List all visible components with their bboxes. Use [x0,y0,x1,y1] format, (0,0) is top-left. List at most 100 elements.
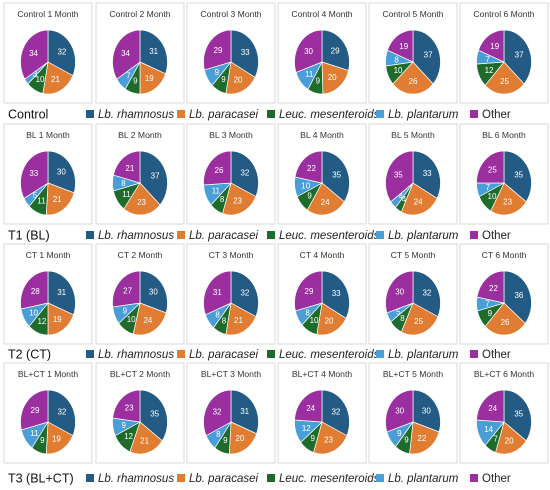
pie-slice-lb-rhamnosus [321,29,350,71]
pie-slice-label: 10 [127,315,136,324]
pie-slice-label: 21 [234,316,243,325]
pie-slice-label: 7 [126,72,131,81]
pie-slice-lb-rhamnosus [230,150,259,198]
legend-label-lb-paracasei: Lb. paracasei [189,473,258,485]
pie-slice-lb-paracasei [47,302,75,336]
legend-label-leuc-mesenteroids: Leuc. mesenteroids [279,109,380,121]
pie-slice-lb-paracasei [313,421,348,455]
pie-slice-label: 8 [394,56,399,65]
pie-title: Control 1 Month [17,9,78,19]
pie-slice-other [476,270,505,304]
pie-slice-label: 20 [325,316,334,325]
pie-slice-label: 19 [399,42,408,51]
pie-slice-label: 35 [332,170,341,179]
pie-slice-label: 9 [316,77,321,86]
pie-slice-lb-paracasei [225,61,256,95]
legend-swatch-lb-paracasei [177,474,185,482]
pie-slice-label: 22 [489,284,498,293]
pie-slice-other [20,389,49,431]
pie-slice-other [20,270,49,310]
pie-slice-label: 11 [305,70,314,79]
pie-slice-other [112,150,141,184]
pie-slice-other [112,389,141,423]
pie-slice-other [20,150,49,199]
pie-title: CT 6 Month [482,250,527,260]
pie-slice-other [112,270,141,308]
pie-slice-lb-paracasei [392,61,434,95]
pie-cell-bl-ct-5-month: BL+CT 5 Month 30 22 99 30 [368,362,458,464]
legend-swatch-leuc-mesenteroids [267,231,275,239]
legend-swatch-lb-plantarum [376,231,384,239]
pie-slice-label: 36 [514,291,523,300]
pie-title: BL 3 Month [209,130,253,140]
pie-title: BL 4 Month [300,130,344,140]
pie-slice-lb-paracasei [400,182,438,216]
pie-slice-label: 23 [125,404,134,413]
pie-slice-label: 20 [235,434,244,443]
pie-cell-control-6-month: Control 6 Month 37 25 12 719 [459,2,549,104]
pie-slice-label: 8 [121,179,126,188]
legend-label-other: Other [482,349,511,361]
pie-slice-other [385,150,414,203]
pie-slice-label: 32 [57,408,66,417]
pie-slice-label: 8 [400,314,405,323]
pie-slice-label: 21 [140,436,149,445]
legend-swatch-lb-plantarum [376,110,384,118]
pie-slice-lb-rhamnosus [139,270,168,314]
legend-swatch-leuc-mesenteroids [267,110,275,118]
legend-label-other: Other [482,109,511,121]
pie-slice-label: 35 [150,409,159,418]
legend-swatch-lb-paracasei [177,231,185,239]
legend-label-lb-plantarum: Lb. plantarum [388,230,459,242]
pie-cell-control-3-month: Control 3 Month 33 20 99 29 [186,2,276,104]
pie-slice-label: 26 [409,77,418,86]
pie-slice-label: 25 [414,317,423,326]
pie-slice-label: 9 [133,76,138,85]
pie-slice-lb-rhamnosus [412,150,441,199]
pie-slice-label: 33 [423,169,432,178]
legend-label-lb-rhamnosus: Lb. rhamnosus [98,473,174,485]
pie-title: BL 2 Month [118,130,162,140]
pie-slice-lb-paracasei [228,421,258,455]
pie-title: BL+CT 6 Month [474,369,534,379]
group-label-t3-bl-ct: T3 (BL+CT) [8,472,74,486]
legend-label-lb-rhamnosus: Lb. rhamnosus [98,349,174,361]
pie-slice-label: 12 [37,317,46,326]
pie-slice-label: 22 [307,164,316,173]
pie-slice-lb-paracasei [129,421,163,455]
legend-swatch-leuc-mesenteroids [267,350,275,358]
pie-slice-lb-rhamnosus [139,389,168,442]
pie-slice-lb-paracasei [225,302,257,336]
pie-slice-label: 9 [404,436,409,445]
pie-slice-label: 29 [214,46,223,55]
pie-slice-label: 31 [149,47,158,56]
pie-slice-label: 32 [57,48,66,57]
pie-slice-label: 9 [311,434,316,443]
pie-slice-label: 21 [53,195,62,204]
pie-slice-label: 32 [240,289,249,298]
pie-cell-ct-6-month: CT 6 Month 36 26 97 22 [459,243,549,345]
pie-title: CT 3 Month [209,250,254,260]
pie-slice-label: 5 [33,191,38,200]
pie-cell-ct-5-month: CT 5 Month 32 25 85 30 [368,243,458,345]
legend-label-leuc-mesenteroids: Leuc. mesenteroids [279,230,380,242]
pie-title: CT 1 Month [26,250,71,260]
pie-slice-label: 29 [31,406,40,415]
legend-swatch-other [470,350,478,358]
pie-slice-lb-paracasei [400,302,439,336]
pie-slice-other [203,270,232,316]
pie-slice-lb-paracasei [222,182,257,216]
legend-swatch-lb-rhamnosus [86,474,94,482]
pie-slice-label: 29 [331,46,340,55]
pie-slice-lb-paracasei [123,182,161,216]
pie-cell-bl-ct-4-month: BL+CT 4 Month 32 23 912 24 [277,362,367,464]
legend-label-lb-rhamnosus: Lb. rhamnosus [98,109,174,121]
pie-slice-lb-rhamnosus [230,389,259,435]
pie-cell-ct-3-month: CT 3 Month 32 21 88 31 [186,243,276,345]
pie-slice-lb-rhamnosus [503,389,532,442]
legend-label-lb-paracasei: Lb. paracasei [189,230,258,242]
pie-slice-label: 31 [213,288,222,297]
legend-swatch-lb-paracasei [177,110,185,118]
pie-slice-label: 22 [417,434,426,443]
